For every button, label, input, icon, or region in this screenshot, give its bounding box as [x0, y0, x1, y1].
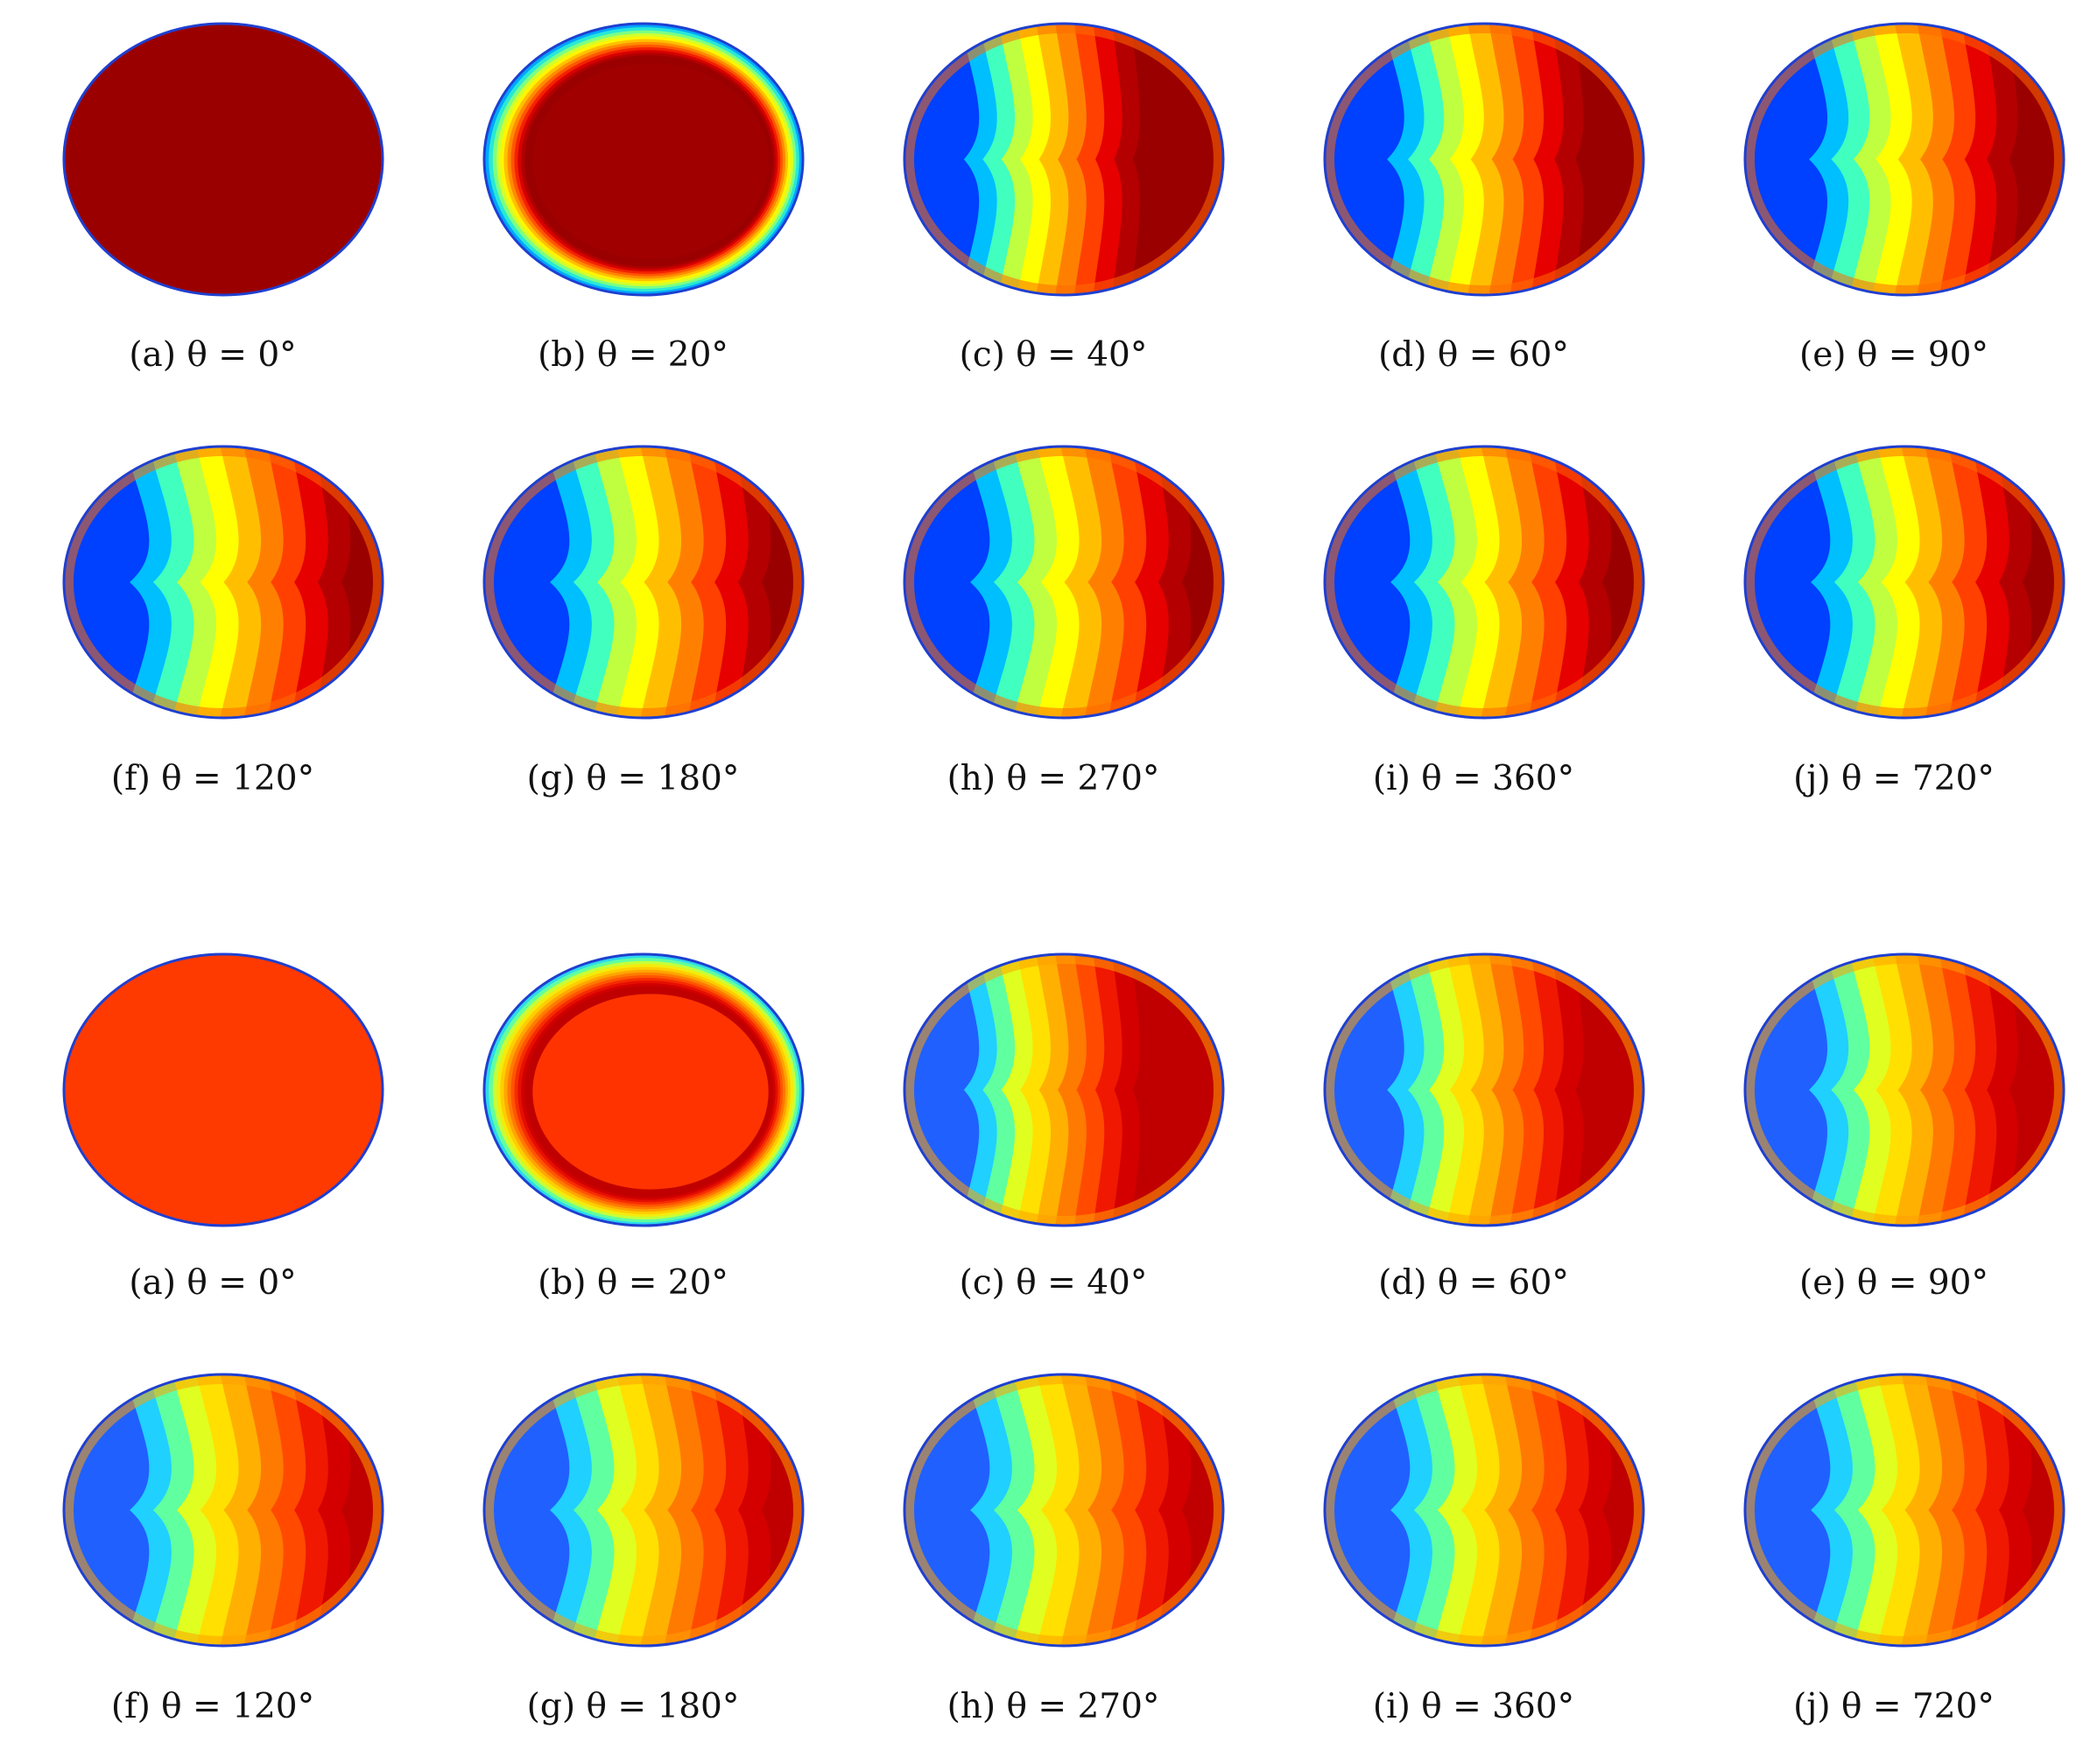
- domain-boundary: [62, 1373, 384, 1648]
- domain-boundary: [62, 22, 384, 297]
- panel-caption: (a) θ = 0°: [129, 335, 296, 375]
- panel-caption: (h) θ = 270°: [947, 759, 1160, 798]
- contour-panel: (b) θ = 20°: [482, 22, 805, 375]
- contour-panel: (e) θ = 90°: [1743, 22, 2065, 375]
- contour-band: [2019, 1374, 2064, 1646]
- domain-boundary: [1743, 445, 2065, 720]
- domain-boundary: [482, 1373, 805, 1648]
- contour-panel: (g) θ = 180°: [482, 445, 805, 798]
- domain-boundary: [482, 22, 805, 297]
- contour-band: [338, 1374, 383, 1646]
- contour-panel: (j) θ = 720°: [1743, 445, 2065, 798]
- contour-panel: (b) θ = 20°: [482, 952, 805, 1303]
- contour-panel: (j) θ = 720°: [1743, 1373, 2065, 1726]
- contour-band: [1179, 1374, 1223, 1646]
- contour-band: [1599, 446, 1643, 718]
- panel-caption: (c) θ = 40°: [960, 335, 1148, 375]
- domain-boundary: [1323, 1373, 1645, 1648]
- contour-panel: (i) θ = 360°: [1323, 445, 1645, 798]
- domain-boundary: [1323, 22, 1645, 297]
- contour-panel: (d) θ = 60°: [1323, 952, 1645, 1303]
- domain-boundary: [1743, 952, 2065, 1227]
- panel-caption: (h) θ = 270°: [947, 1687, 1160, 1726]
- contour-panel: (g) θ = 180°: [482, 1373, 805, 1726]
- domain-boundary: [1743, 22, 2065, 297]
- contour-band: [2006, 24, 2064, 295]
- contour-panel: (i) θ = 360°: [1323, 1373, 1645, 1726]
- panel-caption: (i) θ = 360°: [1373, 1687, 1574, 1726]
- domain-boundary: [1323, 445, 1645, 720]
- domain-boundary: [482, 445, 805, 720]
- domain-boundary: [62, 952, 384, 1227]
- contour-panel: (a) θ = 0°: [62, 952, 384, 1303]
- contour-band: [2006, 954, 2064, 1226]
- domain-boundary: [1323, 952, 1645, 1227]
- panel-caption: (g) θ = 180°: [527, 759, 740, 798]
- panel-caption: (b) θ = 20°: [538, 1263, 728, 1303]
- panel-caption: (b) θ = 20°: [538, 335, 728, 375]
- panel-caption: (j) θ = 720°: [1793, 759, 1995, 798]
- domain-boundary: [903, 22, 1225, 297]
- contour-panel: (c) θ = 40°: [903, 22, 1225, 375]
- domain-boundary: [903, 952, 1225, 1227]
- contour-panel: (h) θ = 270°: [903, 445, 1225, 798]
- contour-band: [338, 446, 383, 718]
- panel-caption: (f) θ = 120°: [111, 1687, 314, 1726]
- contour-band: [1179, 446, 1223, 718]
- contour-band: [2019, 446, 2064, 718]
- contour-panel: (a) θ = 0°: [62, 22, 384, 375]
- domain-boundary: [1743, 1373, 2065, 1648]
- panel-caption: (d) θ = 60°: [1378, 1263, 1569, 1303]
- domain-boundary: [62, 445, 384, 720]
- panel-caption: (e) θ = 90°: [1799, 335, 1988, 375]
- uniform-field: [64, 954, 383, 1226]
- panel-caption: (c) θ = 40°: [960, 1263, 1148, 1303]
- panel-caption: (g) θ = 180°: [527, 1687, 740, 1726]
- contour-panel: (f) θ = 120°: [62, 445, 384, 798]
- contour-panel: (e) θ = 90°: [1743, 952, 2065, 1303]
- contour-band: [758, 446, 803, 718]
- panel-caption: (a) θ = 0°: [129, 1263, 296, 1303]
- panel-caption: (f) θ = 120°: [111, 759, 314, 798]
- contour-panel: (d) θ = 60°: [1323, 22, 1645, 375]
- contour-panel: (h) θ = 270°: [903, 1373, 1225, 1726]
- domain-boundary: [903, 445, 1225, 720]
- panel-caption: (e) θ = 90°: [1799, 1263, 1988, 1303]
- panel-caption: (j) θ = 720°: [1793, 1687, 1995, 1726]
- domain-boundary: [903, 1373, 1225, 1648]
- contour-band: [758, 1374, 803, 1646]
- uniform-field: [64, 24, 383, 295]
- contour-panel: (f) θ = 120°: [62, 1373, 384, 1726]
- domain-boundary: [482, 952, 805, 1227]
- contour-band: [1599, 1374, 1643, 1646]
- panel-caption: (d) θ = 60°: [1378, 335, 1569, 375]
- panel-caption: (i) θ = 360°: [1373, 759, 1574, 798]
- contour-panel: (c) θ = 40°: [903, 952, 1225, 1303]
